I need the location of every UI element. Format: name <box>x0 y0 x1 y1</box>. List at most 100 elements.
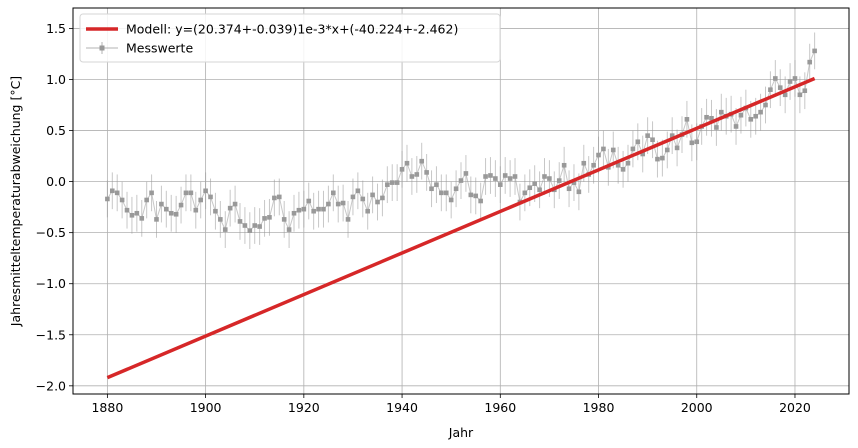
measure-point <box>645 133 650 138</box>
measure-point <box>748 117 754 122</box>
measure-points <box>105 48 817 233</box>
measure-point <box>660 155 665 161</box>
measure-point <box>159 201 164 207</box>
measure-point <box>792 76 798 81</box>
measure-point <box>232 201 238 207</box>
measure-point <box>301 206 307 212</box>
measure-point <box>625 160 631 166</box>
measure-point <box>188 190 194 196</box>
measure-point <box>399 167 405 172</box>
legend-model-label: Modell: y=(20.374+-0.039)1e-3*x+(-40.224… <box>126 22 458 37</box>
x-tick-label: 2000 <box>681 400 713 415</box>
measure-point <box>286 227 292 232</box>
measure-point <box>640 151 646 157</box>
measure-point <box>439 190 444 196</box>
measure-point <box>227 205 233 211</box>
legend-measure-label: Messwerte <box>126 41 193 56</box>
measure-point <box>262 216 267 221</box>
measure-point <box>281 217 287 222</box>
plot-frame <box>72 7 850 395</box>
measure-point <box>345 217 351 222</box>
measure-point <box>684 117 690 122</box>
measure-point <box>370 192 375 198</box>
measure-point <box>409 174 415 179</box>
measure-point <box>429 186 434 192</box>
measure-point <box>385 182 390 187</box>
measure-point <box>566 186 572 192</box>
measure-point <box>178 202 184 208</box>
measure-point <box>674 145 680 151</box>
measure-point <box>394 180 400 185</box>
measure-point <box>173 211 179 217</box>
measure-point <box>630 146 636 152</box>
y-tick-label: 0.5 <box>46 123 66 138</box>
measure-point <box>164 206 169 212</box>
measure-point <box>709 115 714 121</box>
measure-point <box>601 146 606 152</box>
measure-point <box>247 228 253 233</box>
measure-point <box>758 109 763 115</box>
x-tick-label: 2020 <box>779 400 811 415</box>
measure-point <box>635 139 641 145</box>
measure-point <box>483 174 488 179</box>
measure-point <box>512 174 518 179</box>
measure-point <box>812 48 817 54</box>
measure-point <box>134 210 140 216</box>
measure-point <box>306 198 312 204</box>
measure-point <box>144 197 149 203</box>
measure-point <box>222 227 228 232</box>
measure-point <box>443 190 449 196</box>
measure-point <box>493 176 498 181</box>
measure-point <box>807 59 813 65</box>
measure-point <box>335 201 341 207</box>
measure-point <box>321 206 326 212</box>
measure-point <box>355 188 361 194</box>
measure-point <box>507 176 513 181</box>
measure-point <box>311 208 316 214</box>
measure-point <box>694 139 700 145</box>
model-line-group <box>106 76 816 380</box>
measure-point <box>218 217 223 222</box>
y-tick-label: −0.5 <box>36 225 66 240</box>
measure-point <box>719 109 724 115</box>
measure-point <box>664 147 670 153</box>
measure-point <box>655 156 660 162</box>
measure-point <box>704 114 709 120</box>
measure-point <box>615 162 621 168</box>
measure-point <box>380 195 385 201</box>
legend-box <box>79 13 501 63</box>
measure-point <box>650 137 655 143</box>
measure-point <box>777 85 783 90</box>
measure-point <box>763 102 768 108</box>
measure-point <box>620 167 626 172</box>
measure-point <box>168 210 174 216</box>
measure-point <box>267 215 272 220</box>
measure-point <box>213 208 218 214</box>
x-axis-ticks: 1880 1900 1920 1940 1960 1980 2000 2020 <box>91 394 811 415</box>
measure-point <box>576 189 582 195</box>
measure-point <box>689 140 695 146</box>
model-line <box>106 76 816 380</box>
measure-point <box>596 152 601 158</box>
measure-point <box>114 190 120 196</box>
measure-point <box>331 190 336 196</box>
measure-point <box>532 181 537 186</box>
measure-point <box>139 216 145 221</box>
y-tick-label: −1.0 <box>36 276 66 291</box>
measure-point <box>272 195 277 201</box>
legend-measure-swatch-marker <box>99 45 105 51</box>
measure-point <box>768 87 773 92</box>
measure-point <box>547 176 552 181</box>
measure-point <box>478 198 483 204</box>
measure-point <box>237 219 243 224</box>
y-tick-label: 1.0 <box>46 72 66 87</box>
x-tick-label: 1980 <box>583 400 615 415</box>
measure-point <box>782 92 788 98</box>
measure-point <box>257 224 262 229</box>
measure-point <box>242 223 248 228</box>
y-tick-label: −1.5 <box>36 327 66 342</box>
measure-point <box>802 88 808 94</box>
x-tick-label: 1880 <box>91 400 123 415</box>
